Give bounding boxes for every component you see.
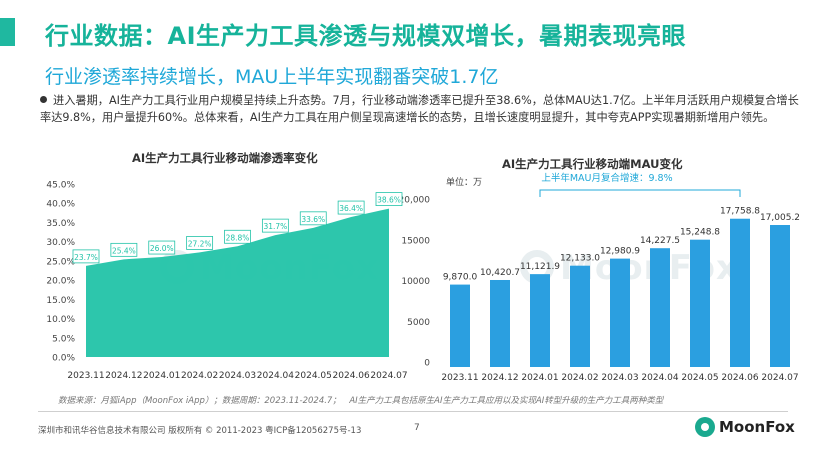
moonfox-watermark-icon — [160, 250, 194, 284]
data-label: 25.4% — [112, 246, 136, 255]
cagr-bracket — [539, 189, 741, 197]
y-tick-label: 25.0% — [46, 257, 75, 267]
y-tick-label: 45.0% — [46, 181, 75, 191]
page-number: 7 — [414, 423, 420, 433]
data-label: 9,870.0 — [443, 273, 478, 283]
data-label-box — [337, 200, 365, 215]
y-tick-label: 35.0% — [46, 219, 75, 229]
footer-divider — [38, 411, 788, 412]
moonfox-logo: MoonFox — [695, 416, 795, 438]
x-tick-label: 2024.05 — [681, 373, 718, 383]
y2-tick-label: 0 — [424, 359, 430, 369]
data-label: 31.7% — [263, 222, 287, 231]
data-source-note: 数据来源：月狐iApp（MoonFox iApp）；数据周期：2023.11-2… — [58, 396, 664, 406]
moonfox-logo-icon — [695, 417, 715, 437]
x-tick-label: 2024.12 — [105, 371, 142, 381]
y-tick-label: 15.0% — [46, 296, 75, 306]
watermark-text: MoonFox — [560, 248, 739, 288]
y-tick-label: 30.0% — [46, 238, 75, 248]
x-tick-label: 2024.06 — [333, 371, 370, 381]
x-tick-label: 2024.07 — [761, 373, 798, 383]
data-label: 17,005.2 — [760, 213, 800, 223]
page-title: 行业数据：AI生产力工具渗透与规模双增长，暑期表现亮眼 — [45, 22, 687, 50]
left-chart-title: AI生产力工具行业移动端渗透率变化 — [132, 151, 318, 165]
data-label-box — [375, 192, 403, 207]
unit-label: 单位：万 — [446, 176, 482, 188]
watermark-text: MoonFox — [200, 248, 379, 288]
right-chart-title: AI生产力工具行业移动端MAU变化 — [502, 157, 683, 171]
x-tick-label: 2024.07 — [370, 371, 407, 381]
data-label: 10,420.7 — [480, 268, 520, 278]
y-tick-label: 0.0% — [52, 354, 75, 364]
data-label: 14,227.5 — [640, 236, 680, 246]
y-tick-label: 40.0% — [46, 200, 75, 210]
data-label: 28.8% — [226, 233, 250, 242]
data-label: 38.6% — [377, 196, 401, 205]
cagr-annotation: 上半年MAU月复合增速：9.8% — [541, 172, 672, 184]
x-tick-label: 2024.01 — [143, 371, 180, 381]
mau-bar — [730, 218, 750, 367]
y2-tick-label: 15000 — [401, 236, 430, 246]
x-tick-label: 2024.04 — [641, 373, 678, 383]
logo-text: MoonFox — [719, 418, 795, 436]
watermark-right: MoonFox — [520, 248, 739, 288]
x-tick-label: 2024.05 — [295, 371, 332, 381]
y2-tick-label: 5000 — [407, 318, 430, 328]
mau-bar — [490, 279, 510, 367]
summary-text: 进入暑期，AI生产力工具行业用户规模呈持续上升态势。7月，行业移动端渗透率已提升… — [40, 94, 799, 124]
data-label-box — [110, 242, 138, 257]
page-subtitle: 行业渗透率持续增长，MAU上半年实现翻番突破1.7亿 — [45, 66, 499, 88]
y2-tick-label: 20,000 — [399, 196, 431, 206]
moonfox-watermark-icon — [520, 250, 554, 284]
x-tick-label: 2023.11 — [67, 371, 104, 381]
x-tick-label: 2024.01 — [521, 373, 558, 383]
title-bar: 行业数据：AI生产力工具渗透与规模双增长，暑期表现亮眼 — [0, 0, 823, 58]
data-label-box — [261, 218, 289, 233]
y-tick-label: 20.0% — [46, 277, 75, 287]
data-label: 33.6% — [301, 215, 325, 224]
bullet-icon — [40, 96, 47, 103]
x-tick-label: 2024.02 — [561, 373, 598, 383]
mau-bar — [530, 274, 550, 367]
x-tick-label: 2024.02 — [181, 371, 218, 381]
x-tick-label: 2024.06 — [721, 373, 758, 383]
data-label: 15,248.8 — [680, 228, 720, 238]
data-label: 23.7% — [74, 253, 98, 262]
mau-bar — [770, 225, 790, 367]
x-tick-label: 2024.03 — [219, 371, 256, 381]
title-accent-block — [0, 18, 15, 46]
footer-copyright: 深圳市和讯华谷信息技术有限公司 版权所有 © 2011-2023 粤ICP备12… — [38, 426, 362, 436]
x-tick-label: 2023.11 — [441, 373, 478, 383]
y2-tick-label: 10000 — [401, 277, 430, 287]
x-tick-label: 2024.12 — [481, 373, 518, 383]
mau-bar — [450, 284, 470, 367]
data-label: 17,758.8 — [720, 207, 760, 217]
x-tick-label: 2024.03 — [601, 373, 638, 383]
summary-paragraph: 进入暑期，AI生产力工具行业用户规模呈持续上升态势。7月，行业移动端渗透率已提升… — [40, 93, 800, 126]
data-label-box — [299, 211, 327, 226]
data-label-box — [224, 229, 251, 244]
data-label: 36.4% — [339, 204, 363, 213]
watermark-left: MoonFox — [160, 248, 379, 288]
y-tick-label: 5.0% — [52, 334, 75, 344]
x-tick-label: 2024.04 — [257, 371, 294, 381]
data-label-box — [72, 249, 100, 264]
y-tick-label: 10.0% — [46, 315, 75, 325]
